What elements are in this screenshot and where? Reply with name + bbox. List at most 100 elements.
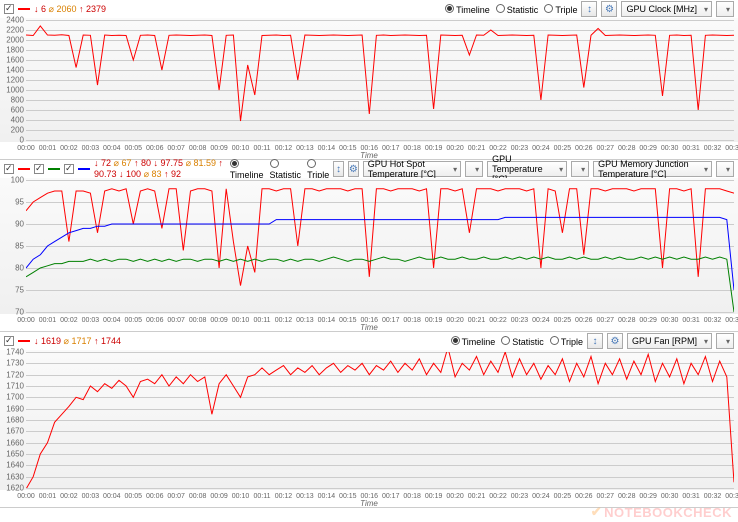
legend-stats: ↓ 6 ⌀ 2060 ↑ 2379	[34, 4, 106, 15]
x-axis-tick: 00:23	[511, 145, 529, 152]
metric-dropdown-0[interactable]: GPU Hot Spot Temperature [°C]	[363, 161, 461, 177]
y-axis-label: 1400	[2, 66, 24, 75]
x-axis-tick: 00:17	[382, 317, 400, 324]
chart-svg	[26, 20, 734, 140]
refresh-button[interactable]: ↕	[333, 161, 344, 177]
x-axis-tick: 00:29	[639, 317, 657, 324]
view-mode-triple[interactable]: Triple	[307, 159, 329, 180]
x-axis-tick: 00:13	[296, 493, 314, 500]
x-axis-tick: 00:33	[725, 317, 738, 324]
x-axis-tick: 00:30	[661, 317, 679, 324]
metric-dropdown-2[interactable]: GPU Memory Junction Temperature [°C]	[593, 161, 712, 177]
x-axis-tick: 00:26	[575, 317, 593, 324]
radio-icon	[230, 159, 239, 168]
legend: ↓ 1619 ⌀ 1717 ↑ 1744	[4, 336, 121, 347]
view-mode-timeline[interactable]: Timeline	[230, 159, 264, 180]
x-axis-tick: 00:01	[39, 493, 57, 500]
refresh-button[interactable]: ↕	[581, 1, 597, 17]
x-axis-tick: 00:20	[446, 145, 464, 152]
radio-icon	[307, 159, 316, 168]
x-axis-tick: 00:08	[189, 317, 207, 324]
y-axis-label: 2000	[2, 36, 24, 45]
legend-color-swatch	[48, 168, 60, 170]
x-axis-tick: 00:14	[318, 493, 336, 500]
view-mode-timeline[interactable]: Timeline	[451, 336, 496, 347]
x-axis-tick: 00:14	[318, 317, 336, 324]
x-axis-tick: 00:10	[232, 493, 250, 500]
view-mode-group: Timeline Statistic Triple	[451, 336, 583, 347]
legend: ↓ 6 ⌀ 2060 ↑ 2379	[4, 4, 106, 15]
x-axis-tick: 00:00	[17, 145, 35, 152]
view-mode-group: Timeline StatisticTriple	[230, 159, 329, 180]
x-axis-tick: 00:09	[210, 145, 228, 152]
x-axis: 00:0000:0100:0200:0300:0400:0500:0600:07…	[0, 314, 738, 332]
x-axis-tick: 00:31	[682, 317, 700, 324]
x-axis-tick: 00:24	[532, 145, 550, 152]
settings-button[interactable]: ⚙	[348, 161, 359, 177]
chart-area: 0200400600800100012001400160018002000220…	[0, 18, 738, 142]
x-axis-tick: 00:12	[275, 493, 293, 500]
view-mode-statistic[interactable]: Statistic	[496, 4, 539, 15]
y-axis-label: 1670	[2, 427, 24, 436]
x-axis-tick: 00:00	[17, 317, 35, 324]
view-mode-triple[interactable]: Triple	[550, 336, 583, 347]
settings-button[interactable]: ⚙	[607, 333, 623, 349]
metric-dropdown-ext-0[interactable]	[716, 1, 734, 17]
radio-label: Timeline	[462, 337, 496, 347]
metric-dropdown-ext-0[interactable]	[465, 161, 483, 177]
legend-color-swatch	[18, 340, 30, 342]
x-axis-title: Time	[360, 323, 378, 332]
series-toggle[interactable]	[4, 4, 14, 14]
series-line-1	[26, 217, 734, 290]
series-toggle[interactable]	[4, 336, 14, 346]
x-axis-tick: 00:02	[60, 145, 78, 152]
x-axis-tick: 00:07	[167, 493, 185, 500]
metric-dropdown-1[interactable]: GPU Temperature [°C]	[487, 161, 567, 177]
view-mode-statistic[interactable]: Statistic	[270, 159, 302, 180]
x-axis-tick: 00:12	[275, 317, 293, 324]
y-axis-label: 90	[2, 220, 24, 229]
series-toggle[interactable]	[64, 164, 74, 174]
x-axis-tick: 00:30	[661, 145, 679, 152]
x-axis-tick: 00:33	[725, 493, 738, 500]
series-toggle[interactable]	[4, 164, 14, 174]
settings-button[interactable]: ⚙	[601, 1, 617, 17]
x-axis-tick: 00:05	[125, 145, 143, 152]
x-axis-tick: 00:09	[210, 317, 228, 324]
x-axis-tick: 00:19	[425, 493, 443, 500]
radio-icon	[445, 4, 454, 13]
x-axis-tick: 00:31	[682, 493, 700, 500]
x-axis-tick: 00:18	[403, 317, 421, 324]
y-axis-label: 1640	[2, 461, 24, 470]
y-axis-label: 600	[2, 106, 24, 115]
chart-panel-2: ↓ 1619 ⌀ 1717 ↑ 1744 Timeline Statistic Tri…	[0, 332, 738, 508]
x-axis-tick: 00:22	[489, 493, 507, 500]
x-axis-tick: 00:11	[254, 317, 271, 324]
x-axis-tick: 00:27	[597, 493, 615, 500]
x-axis-tick: 00:21	[468, 317, 486, 324]
x-axis-tick: 00:03	[82, 493, 100, 500]
metric-dropdown-ext-0[interactable]	[716, 333, 734, 349]
metric-dropdown-0[interactable]: GPU Fan [RPM]	[627, 333, 712, 349]
view-mode-triple[interactable]: Triple	[544, 4, 577, 15]
x-axis-tick: 00:21	[468, 145, 486, 152]
x-axis-tick: 00:23	[511, 317, 529, 324]
x-axis-tick: 00:27	[597, 317, 615, 324]
metric-dropdown-0[interactable]: GPU Clock [MHz]	[621, 1, 712, 17]
x-axis-tick: 00:22	[489, 145, 507, 152]
x-axis-tick: 00:26	[575, 493, 593, 500]
x-axis-tick: 00:30	[661, 493, 679, 500]
x-axis-tick: 00:09	[210, 493, 228, 500]
radio-label: Timeline	[456, 5, 490, 15]
view-mode-timeline[interactable]: Timeline	[445, 4, 490, 15]
x-axis-tick: 00:31	[682, 145, 700, 152]
x-axis-tick: 00:32	[704, 145, 722, 152]
refresh-button[interactable]: ↕	[587, 333, 603, 349]
view-mode-statistic[interactable]: Statistic	[501, 336, 544, 347]
series-toggle[interactable]	[34, 164, 44, 174]
x-axis-tick: 00:32	[704, 317, 722, 324]
metric-dropdown-ext-1[interactable]	[571, 161, 589, 177]
metric-dropdown-ext-2[interactable]	[716, 161, 734, 177]
x-axis-tick: 00:12	[275, 145, 293, 152]
x-axis-tick: 00:05	[125, 493, 143, 500]
